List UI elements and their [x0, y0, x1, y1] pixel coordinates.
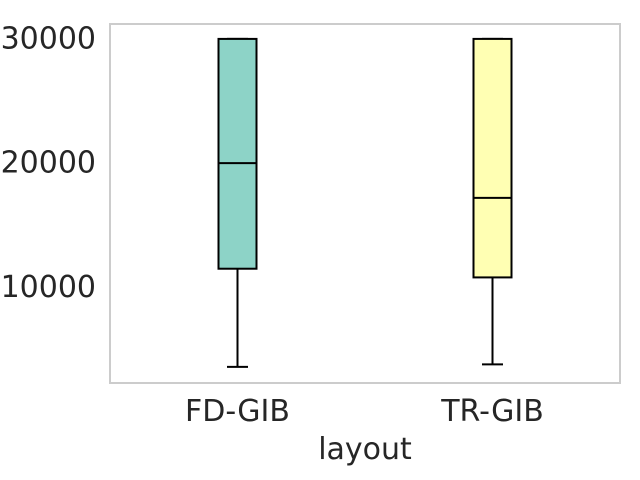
plot-area-frame [109, 23, 621, 384]
x-axis-label: layout [318, 432, 412, 467]
y-tick-label: 30000 [1, 21, 96, 56]
y-tick-label: 20000 [1, 146, 96, 181]
iqr-box [472, 37, 513, 279]
y-axis-ticks: 10000 20000 30000 [1, 21, 96, 304]
boxes [217, 37, 513, 368]
x-axis-ticks: FD-GIB TR-GIB [185, 394, 544, 429]
box-fd-gib [217, 37, 258, 368]
x-tick-label: FD-GIB [185, 394, 290, 429]
x-tick-label: TR-GIB [440, 394, 544, 429]
y-tick-label: 10000 [1, 270, 96, 305]
iqr-box [217, 37, 258, 270]
box-tr-gib [472, 37, 513, 366]
